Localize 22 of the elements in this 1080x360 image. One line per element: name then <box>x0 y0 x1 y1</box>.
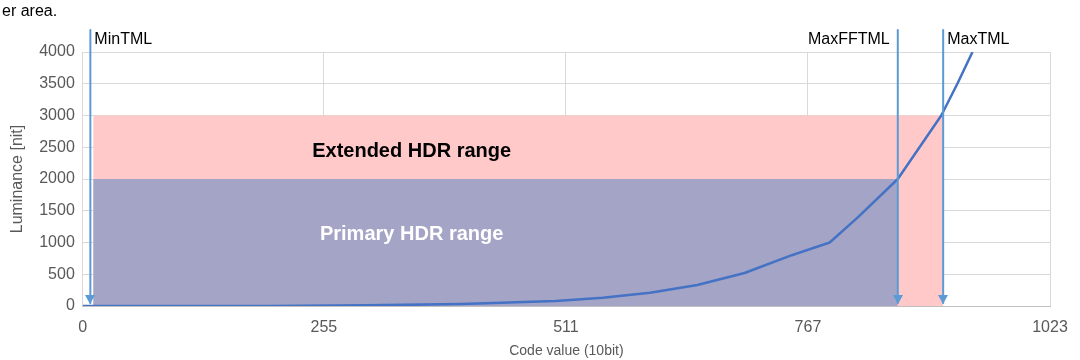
y-tick-label: 2000 <box>39 169 75 187</box>
annotation: Extended HDR range <box>312 138 512 161</box>
y-tick-label: 500 <box>48 264 75 282</box>
y-tick-label: 0 <box>65 296 75 314</box>
y-axis-title: Luminance [nit] <box>8 124 26 234</box>
ref-line-label: MaxTML <box>947 30 1010 48</box>
x-tick-label: 0 <box>78 318 88 336</box>
text: er area. <box>2 2 58 20</box>
ref-line-label: MinTML <box>94 30 153 48</box>
ref-line-label: MaxFFTML <box>808 30 890 48</box>
x-tick-label: 767 <box>794 318 822 336</box>
x-tick-label: 511 <box>553 318 579 336</box>
y-tick-label: 4000 <box>39 42 75 60</box>
y-tick-label: 2500 <box>39 137 75 155</box>
x-axis-title: Code value (10bit) <box>509 342 624 359</box>
y-tick-label: 1000 <box>39 232 75 250</box>
y-tick-label: 3500 <box>39 74 75 92</box>
x-tick-label: 255 <box>310 318 338 336</box>
y-tick-label: 1500 <box>39 201 75 219</box>
x-tick-label: 1023 <box>1032 318 1068 336</box>
y-tick-label: 3000 <box>39 105 75 123</box>
annotation: Primary HDR range <box>319 222 504 245</box>
